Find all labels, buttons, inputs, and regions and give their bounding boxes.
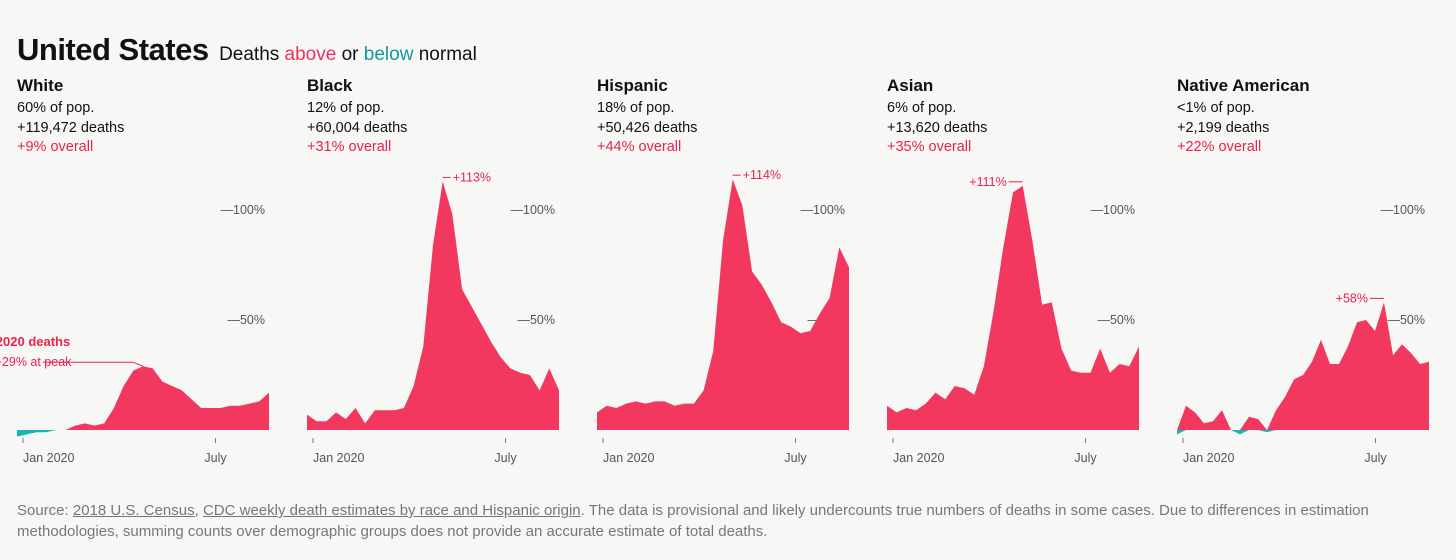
panel-white: White 60% of pop. +119,472 deaths +9% ov… [0, 76, 277, 476]
panel-overall: +31% overall [307, 139, 392, 155]
x-tick-label: Jan 2020 [603, 451, 654, 465]
ref-label-100: —100% [801, 203, 845, 217]
source-label: Source: [17, 502, 69, 519]
subtitle-above: above [284, 44, 337, 65]
ref-label-50: —50% [1387, 313, 1425, 327]
x-tick-label: July [1364, 451, 1387, 465]
panel-deaths: +13,620 deaths [887, 120, 988, 136]
peak-annotation-value: +113% [453, 170, 491, 184]
area-above-normal [307, 181, 559, 430]
panel-overall: +22% overall [1177, 139, 1262, 155]
peak-annotation-title: 2020 deaths [0, 334, 70, 349]
peak-annotation-value: +29% at peak [0, 355, 72, 369]
panel-deaths: +50,426 deaths [597, 120, 698, 136]
ref-label-50: —50% [227, 313, 265, 327]
x-tick-label: Jan 2020 [313, 451, 364, 465]
panel-population: <1% of pop. [1177, 100, 1255, 116]
peak-leader-line [43, 361, 144, 367]
x-tick-label: July [494, 451, 517, 465]
area-below-normal [17, 430, 269, 437]
panel-title: Asian [887, 76, 934, 95]
source-footer: Source: 2018 U.S. Census, CDC weekly dea… [17, 502, 1369, 540]
panel-black: Black 12% of pop. +60,004 deaths +31% ov… [307, 76, 567, 476]
panel-deaths: +60,004 deaths [307, 120, 408, 136]
ref-label-100: —100% [1381, 203, 1425, 217]
x-tick-label: July [784, 451, 807, 465]
cdc-link[interactable]: CDC weekly death estimates by race and H… [202, 502, 581, 519]
peak-annotation-value: +58% [1336, 291, 1368, 305]
chart-white: —100% —50% Jan 2020 July 2020 deaths +29% at … [0, 203, 269, 465]
x-tick-label: Jan 2020 [893, 451, 944, 465]
panel-deaths: +119,472 deaths [17, 120, 125, 136]
ref-label-100: —100% [1091, 203, 1135, 217]
area-above-normal [1177, 302, 1429, 430]
peak-annotation-value: +111% [969, 175, 1006, 189]
subtitle-below: below [363, 44, 414, 65]
panel-deaths: +2,199 deaths [1177, 120, 1270, 136]
panel-title: Native American [1177, 76, 1310, 95]
panel-overall: +35% overall [887, 139, 972, 155]
area-below-normal [1177, 430, 1429, 435]
panel-title: White [17, 76, 64, 95]
ref-label-50: —50% [517, 313, 555, 327]
panel-population: 18% of pop. [597, 100, 675, 116]
ref-label-100: —100% [511, 203, 555, 217]
census-link[interactable]: 2018 U.S. Census [72, 502, 195, 519]
chart-header: United States Deaths above or below norm… [17, 32, 477, 68]
peak-annotation-value: +114% [743, 168, 781, 182]
area-above-normal [17, 366, 269, 430]
panel-native-american: Native American <1% of pop. +2,199 death… [1177, 76, 1437, 476]
source-note: . The data is provisional and likely und… [17, 502, 1369, 540]
subtitle-or: or [341, 44, 359, 65]
x-tick-label: July [204, 451, 227, 465]
chart-asian: —100% —50% Jan 2020 July +111% [887, 175, 1139, 465]
x-tick-label: Jan 2020 [23, 451, 74, 465]
subtitle-deaths: Deaths [219, 44, 280, 65]
ref-label-50: —50% [1097, 313, 1135, 327]
panel-overall: +44% overall [597, 139, 682, 155]
panel-population: 6% of pop. [887, 100, 957, 116]
panel-hispanic: Hispanic 18% of pop. +50,426 deaths +44%… [597, 76, 857, 476]
x-tick-label: Jan 2020 [1183, 451, 1234, 465]
x-tick-label: July [1074, 451, 1097, 465]
area-above-normal [887, 185, 1139, 430]
page-title: United States [17, 32, 209, 67]
panel-title: Hispanic [597, 76, 668, 95]
panel-overall: +9% overall [17, 139, 94, 155]
panel-population: 12% of pop. [307, 100, 385, 116]
panel-title: Black [307, 76, 353, 95]
panel-asian: Asian 6% of pop. +13,620 deaths +35% ove… [887, 76, 1147, 476]
area-above-normal [597, 179, 849, 430]
subtitle-normal: normal [418, 44, 477, 65]
ref-label-100: —100% [221, 203, 265, 217]
chart-black: —100% —50% Jan 2020 July +113% [307, 170, 559, 465]
chart-native-american: —100% —50% Jan 2020 July +58% [1177, 203, 1429, 465]
page-subtitle: Deaths above or below normal [219, 44, 477, 65]
panel-population: 60% of pop. [17, 100, 95, 116]
